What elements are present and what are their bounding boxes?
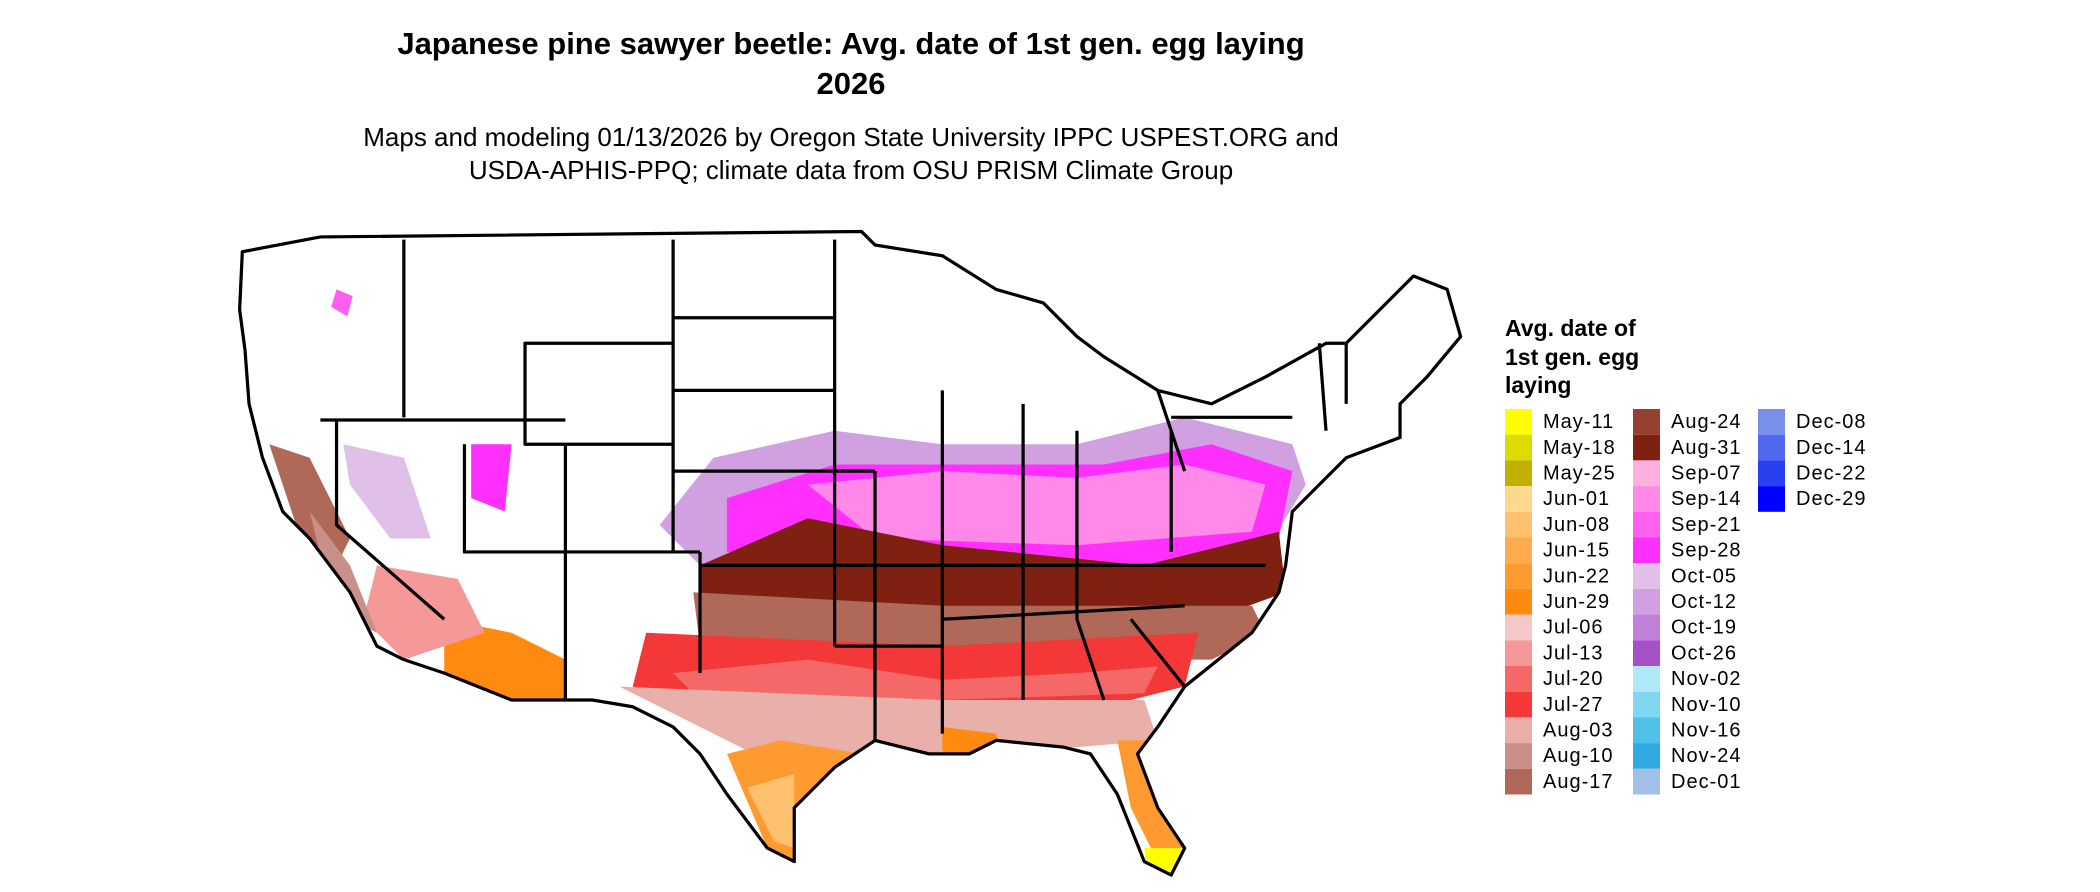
legend-label: May-25 <box>1543 463 1616 485</box>
legend-label: May-18 <box>1543 437 1616 459</box>
subtitle: USDA-APHIS-PPQ; climate data from OSU PR… <box>469 155 1233 185</box>
legend-title: Avg. date of <box>1505 315 1636 341</box>
legend-label: May-11 <box>1543 411 1614 433</box>
legend-label: Nov-16 <box>1671 720 1741 742</box>
legend-label: Jun-08 <box>1543 514 1610 536</box>
legend-label: Aug-03 <box>1543 720 1614 742</box>
legend-title: 1st gen. egg <box>1505 344 1639 370</box>
legend-swatch <box>1505 409 1532 435</box>
title: Japanese pine sawyer beetle: Avg. date o… <box>397 26 1304 61</box>
legend-label: Jun-29 <box>1543 591 1610 613</box>
legend-label: Dec-08 <box>1796 411 1866 433</box>
legend-label: Dec-14 <box>1796 437 1866 459</box>
legend-swatch <box>1633 563 1660 589</box>
legend-label: Oct-26 <box>1671 642 1737 664</box>
climate-zone <box>331 289 353 317</box>
legend-label: Jun-01 <box>1543 488 1610 510</box>
climate-zone <box>444 619 566 701</box>
legend-swatch <box>1633 768 1660 795</box>
climate-zone <box>747 774 795 849</box>
legend-swatch <box>1505 434 1532 461</box>
legend-label: Nov-02 <box>1671 668 1741 690</box>
legend-label: Sep-14 <box>1671 488 1742 510</box>
climate-zone <box>673 659 1158 701</box>
climate-zone <box>807 464 1266 546</box>
legend-swatch <box>1633 614 1660 641</box>
climate-zone <box>1117 740 1185 862</box>
legend-label: Jul-20 <box>1543 668 1603 690</box>
legend-swatch <box>1505 537 1532 564</box>
legend-swatch <box>1758 486 1785 512</box>
legend-label: Dec-29 <box>1796 488 1866 510</box>
climate-zone <box>309 511 377 633</box>
legend-label: Nov-10 <box>1671 694 1741 716</box>
legend-swatch <box>1633 511 1660 538</box>
climate-zone <box>343 444 431 539</box>
legend-swatch <box>1505 460 1532 487</box>
legend-label: Sep-21 <box>1671 514 1742 536</box>
legend-swatch <box>1505 691 1532 718</box>
legend-label: Aug-31 <box>1671 437 1742 459</box>
legend-label: Nov-24 <box>1671 745 1741 767</box>
legend-label: Oct-05 <box>1671 565 1737 587</box>
legend-swatch <box>1758 460 1785 487</box>
legend-swatch <box>1505 563 1532 589</box>
legend-label: Jul-06 <box>1543 617 1603 639</box>
legend-swatch <box>1505 743 1532 769</box>
legend-swatch <box>1633 640 1660 666</box>
legend-swatch <box>1633 537 1660 564</box>
legend-swatch <box>1758 409 1785 435</box>
legend-swatch <box>1758 434 1785 461</box>
legend-label: Dec-22 <box>1796 463 1866 485</box>
legend-swatch <box>1633 743 1660 769</box>
state-borders <box>320 239 1348 741</box>
legend-swatch <box>1633 717 1660 744</box>
climate-zone <box>471 444 512 512</box>
legend-swatch <box>1633 691 1660 718</box>
climate-zone <box>363 565 485 660</box>
legend-label: Aug-10 <box>1543 745 1614 767</box>
legend-label: Jul-27 <box>1543 694 1603 716</box>
climate-zone <box>269 444 351 566</box>
legend-title: laying <box>1505 372 1571 398</box>
legend: May-11 May-18 May-25 Jun-01 Jun-08 Jun-15 Jun-… <box>1505 409 1866 795</box>
legend-swatch <box>1505 768 1532 795</box>
climate-zone <box>700 518 1286 620</box>
legend-swatch <box>1505 511 1532 538</box>
legend-swatch <box>1505 717 1532 744</box>
legend-label: Aug-17 <box>1543 771 1614 793</box>
legend-label: Jul-13 <box>1543 642 1603 664</box>
legend-label: Jun-22 <box>1543 565 1610 587</box>
legend-swatch <box>1633 460 1660 487</box>
legend-swatch <box>1633 409 1660 435</box>
legend-swatch <box>1505 614 1532 641</box>
legend-label: Sep-28 <box>1671 540 1742 562</box>
legend-swatch <box>1633 666 1660 692</box>
legend-swatch <box>1505 588 1532 615</box>
legend-label: Oct-12 <box>1671 591 1737 613</box>
legend-swatch <box>1505 486 1532 512</box>
legend-swatch <box>1505 666 1532 692</box>
legend-swatch <box>1633 434 1660 461</box>
map <box>238 229 1463 877</box>
legend-swatch <box>1633 486 1660 512</box>
legend-label: Sep-07 <box>1671 463 1742 485</box>
legend-label: Dec-01 <box>1671 771 1741 793</box>
legend-swatch <box>1505 640 1532 666</box>
legend-label: Oct-19 <box>1671 617 1737 639</box>
legend-label: Aug-24 <box>1671 411 1742 433</box>
legend-label: Jun-15 <box>1543 540 1610 562</box>
legend-swatch <box>1633 588 1660 615</box>
title: 2026 <box>817 66 886 101</box>
subtitle: Maps and modeling 01/13/2026 by Oregon S… <box>363 122 1339 152</box>
